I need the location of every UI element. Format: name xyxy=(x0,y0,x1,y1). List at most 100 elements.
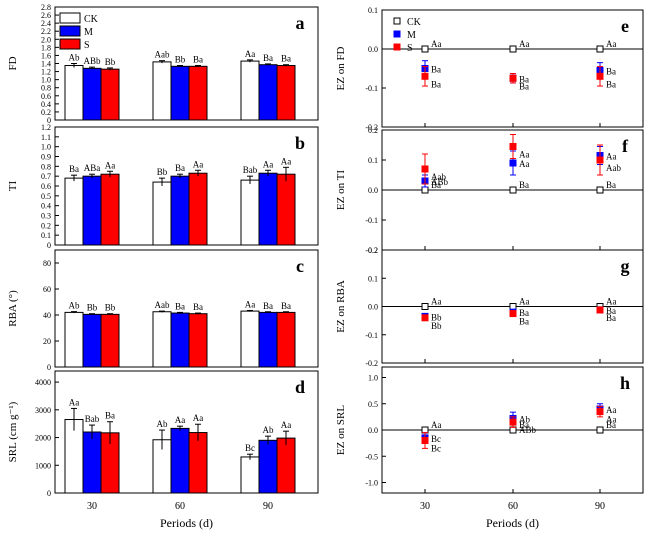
bar-CK-90 xyxy=(240,310,260,368)
point-S-30 xyxy=(421,437,429,444)
y-tick-label: 0.3 xyxy=(41,212,51,221)
point-CK-60 xyxy=(509,186,517,194)
bar-CK-30 xyxy=(64,177,84,246)
point-CK-90 xyxy=(596,45,604,53)
legend-swatch-S xyxy=(59,38,81,50)
significance-label: Bb xyxy=(87,303,98,313)
significance-label: Ba xyxy=(606,420,616,430)
y-tick-label: -0.1 xyxy=(365,331,378,340)
significance-label: Bc xyxy=(431,444,441,454)
significance-label: Ba xyxy=(606,306,616,316)
significance-label: Ab xyxy=(263,425,274,435)
y-tick-label: 0.4 xyxy=(41,100,51,109)
significance-label: Aa xyxy=(193,413,204,423)
bar-M-90 xyxy=(258,64,278,121)
significance-label: Aa xyxy=(105,160,116,170)
significance-label: ABa xyxy=(84,163,101,173)
point-S-90 xyxy=(596,156,604,164)
significance-label: Aa xyxy=(281,420,292,430)
y-tick-label: 2000 xyxy=(35,434,51,443)
y-tick-label: 3000 xyxy=(35,406,51,415)
point-CK-60 xyxy=(509,303,517,310)
legend-marker-CK xyxy=(393,17,401,25)
bar-M-30 xyxy=(82,313,102,368)
y-tick-label: 0.1 xyxy=(368,156,378,165)
bar-S-90 xyxy=(276,437,296,494)
panel-label-e: e xyxy=(621,16,629,36)
significance-label: Ba xyxy=(519,81,529,91)
significance-label: Aa xyxy=(245,299,256,309)
point-CK-30 xyxy=(421,426,429,434)
significance-label: Ba xyxy=(175,301,185,311)
significance-label: Ba xyxy=(193,302,203,312)
y-tick-label: 0.2 xyxy=(368,126,378,135)
point-S-60 xyxy=(509,418,517,426)
x-tick-label: 90 xyxy=(595,501,605,512)
y-tick-label: -0.1 xyxy=(365,216,378,225)
point-CK-60 xyxy=(509,426,517,434)
y-axis-label: EZ on SRL xyxy=(335,405,347,455)
bar-S-90 xyxy=(276,311,296,368)
x-tick-label: 30 xyxy=(87,501,97,512)
significance-label: Bc xyxy=(245,443,255,453)
y-tick-label: 0.7 xyxy=(41,172,51,181)
y-axis-label: RBA (°) xyxy=(7,290,19,327)
panel-label-d: d xyxy=(295,377,305,397)
y-tick-label: 1.0 xyxy=(41,76,51,85)
x-tick-label: 90 xyxy=(263,501,273,512)
significance-label: Aa xyxy=(606,152,617,162)
significance-label: Aa xyxy=(431,297,442,307)
significance-label: Aa xyxy=(431,420,442,430)
legend-swatch-M xyxy=(59,25,81,37)
y-axis-label: SRL (cm g⁻¹) xyxy=(7,401,19,462)
point-S-30 xyxy=(421,165,429,173)
bar-S-30 xyxy=(100,313,120,368)
y-tick-label: 0.0 xyxy=(368,186,378,195)
significance-label: Aa xyxy=(606,39,617,49)
significance-label: Aa xyxy=(263,159,274,169)
point-CK-30 xyxy=(421,186,429,194)
significance-label: Ba xyxy=(105,411,115,421)
y-tick-label: 0.1 xyxy=(368,6,378,15)
y-tick-label: 0.6 xyxy=(41,182,51,191)
significance-label: Ba xyxy=(263,53,273,63)
x-axis-label: Periods (d) xyxy=(486,516,539,530)
y-tick-label: 0.5 xyxy=(368,400,378,409)
significance-label: Ba xyxy=(431,79,441,89)
bar-M-60 xyxy=(170,175,190,246)
point-M-60 xyxy=(509,159,517,167)
significance-label: Aa xyxy=(606,297,617,307)
y-tick-label: -0.2 xyxy=(365,359,378,368)
bar-S-60 xyxy=(188,65,208,121)
y-tick-label: 0.8 xyxy=(41,84,51,93)
bar-CK-90 xyxy=(240,179,260,246)
panel-label-c: c xyxy=(296,256,304,276)
significance-label: Ba xyxy=(281,54,291,64)
y-tick-label: 1.8 xyxy=(41,43,51,52)
significance-label: Ba xyxy=(431,65,441,75)
x-tick-label: 60 xyxy=(175,501,185,512)
significance-label: Ba xyxy=(281,301,291,311)
y-axis-label: EZ on FD xyxy=(335,46,347,90)
bar-M-30 xyxy=(82,431,102,494)
significance-label: Ba xyxy=(263,301,273,311)
y-axis-label: EZ on TI xyxy=(335,170,347,210)
legend-marker-M xyxy=(393,30,401,38)
y-tick-label: 0.9 xyxy=(41,153,51,162)
y-tick-label: -0.2 xyxy=(365,123,378,132)
significance-label: Aa xyxy=(519,39,530,49)
y-tick-label: -0.2 xyxy=(365,246,378,255)
point-CK-90 xyxy=(596,426,604,434)
legend-swatch-CK xyxy=(59,12,81,24)
y-axis-label: FD xyxy=(7,56,19,70)
significance-label: ABb xyxy=(519,425,537,435)
y-tick-label: 0.2 xyxy=(41,108,51,117)
y-tick-label: 0 xyxy=(47,489,51,498)
significance-label: Aa xyxy=(193,159,204,169)
significance-label: Aa xyxy=(606,405,617,415)
significance-label: Bb xyxy=(431,321,442,331)
y-axis-label: TI xyxy=(7,180,19,191)
y-tick-label: 1000 xyxy=(35,461,51,470)
significance-label: Ba xyxy=(69,164,79,174)
bar-M-90 xyxy=(258,439,278,494)
